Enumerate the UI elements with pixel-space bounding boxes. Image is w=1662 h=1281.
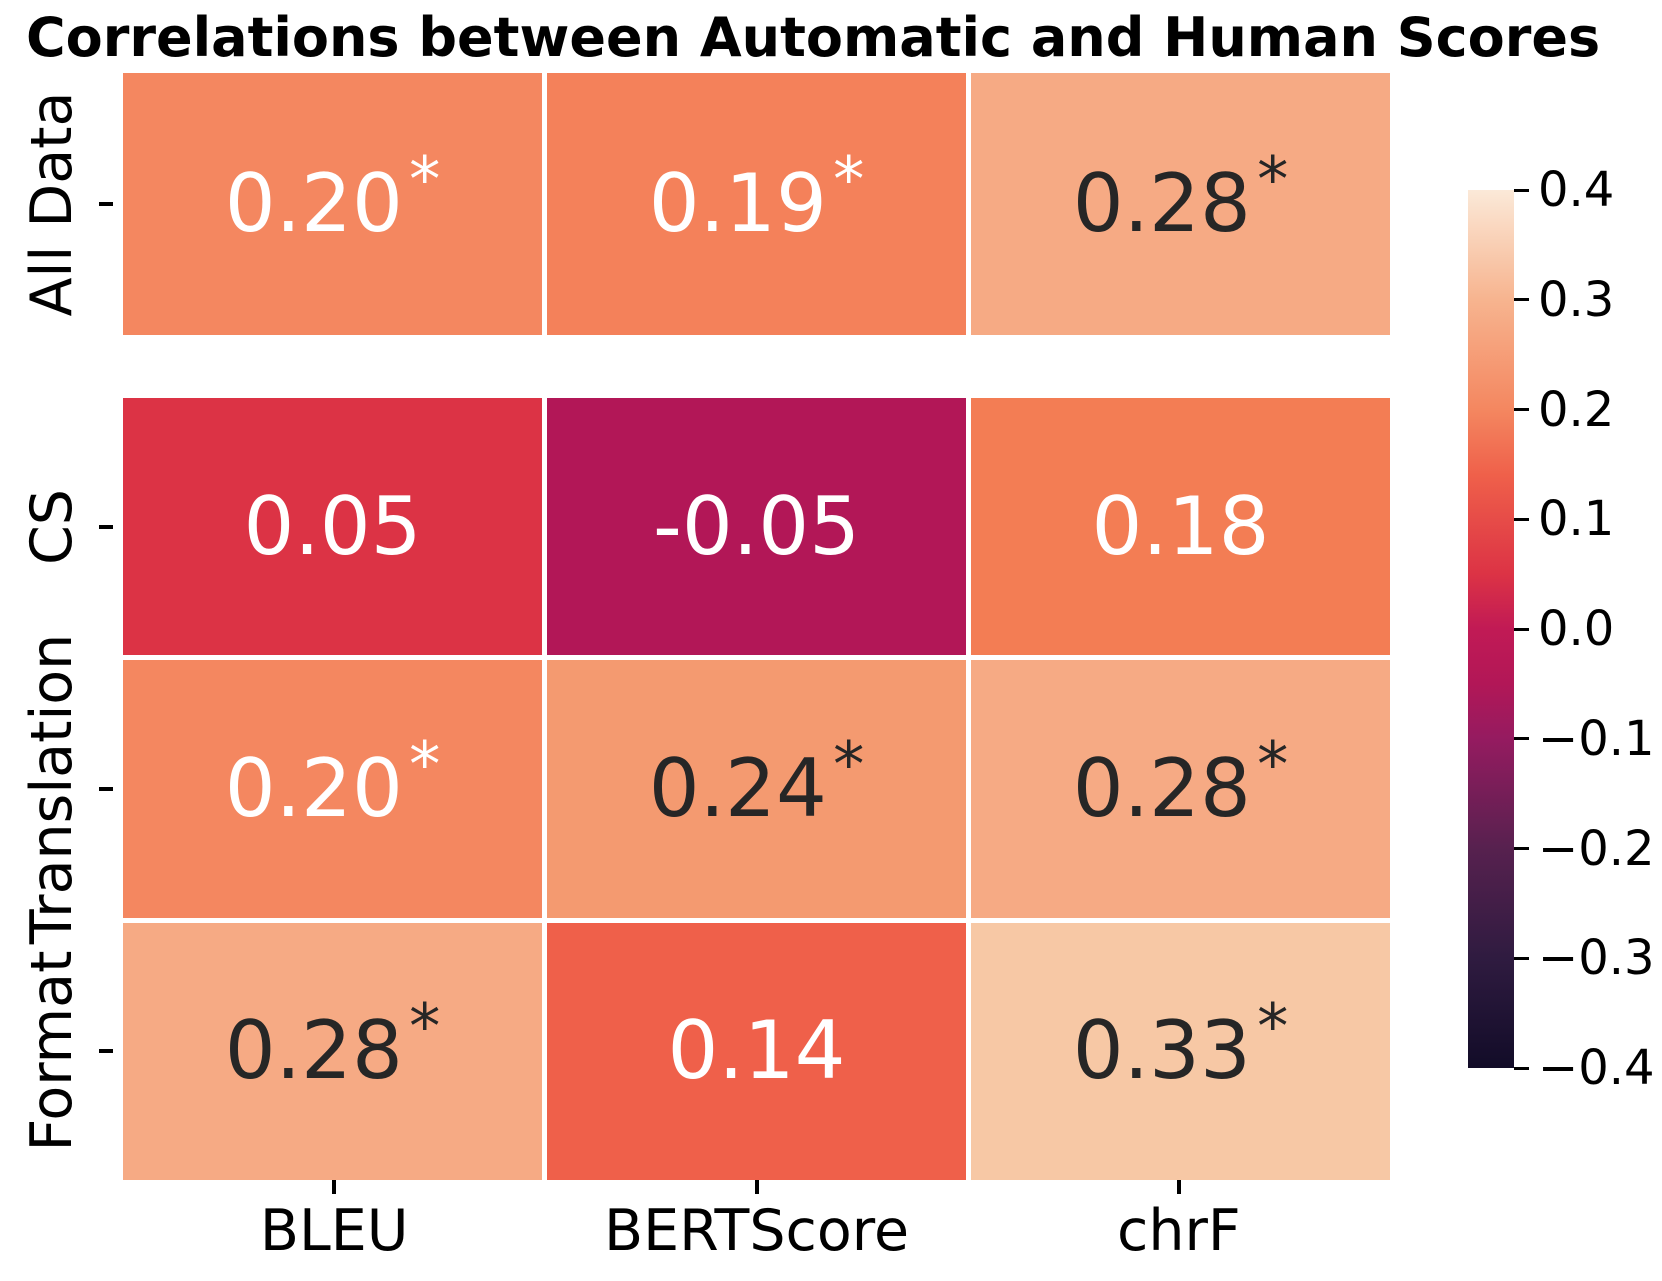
cell-value: 0.24 — [648, 741, 827, 835]
colorbar-tick — [1514, 298, 1529, 302]
cell-value: 0.18 — [1091, 479, 1270, 573]
cell-value: 0.28 — [1072, 741, 1251, 835]
colorbar-tick-label: 0.3 — [1538, 271, 1615, 328]
heatmap-cell-cs-bleu: 0.05 — [123, 398, 542, 656]
significance-star: * — [833, 728, 865, 802]
significance-star: * — [409, 728, 441, 802]
cell-value: 0.14 — [667, 1004, 846, 1098]
colorbar-tick-label: 0.0 — [1538, 601, 1615, 657]
x-tick — [754, 1180, 759, 1194]
cell-value: 0.20 — [224, 157, 403, 250]
heatmap-cell-format-bertscore: 0.14 — [547, 922, 966, 1180]
cell-value: 0.19 — [648, 157, 827, 250]
x-axis-label-bertscore: BERTScore — [603, 1198, 910, 1264]
heatmap-cell-format-bleu: 0.28 * — [123, 922, 542, 1180]
cell-value: 0.33 — [1072, 1004, 1251, 1098]
colorbar-tick-label: −0.3 — [1538, 930, 1655, 987]
heatmap-cell-translation-bertscore: 0.24 * — [547, 660, 966, 918]
heatmap-cell-all-data-bleu: 0.20 * — [123, 73, 542, 335]
heatmap-group-categories: 0.05 -0.05 0.18 0.20 * 0.24 * 0.28 * 0.28 * 0.14 0.3… — [123, 398, 1390, 1180]
significance-star: * — [1257, 990, 1289, 1064]
y-tick — [99, 202, 113, 206]
colorbar-tick-label: −0.1 — [1538, 710, 1655, 767]
colorbar-tick — [1514, 188, 1529, 192]
y-tick — [99, 787, 113, 791]
y-axis-label-cs: CS — [19, 488, 85, 565]
significance-star: * — [833, 143, 865, 217]
colorbar-tick — [1514, 517, 1529, 521]
cell-value: 0.28 — [1072, 157, 1251, 250]
x-axis-label-bleu: BLEU — [259, 1198, 409, 1264]
significance-star: * — [409, 990, 441, 1064]
cell-value: -0.05 — [653, 479, 860, 573]
heatmap-cell-all-data-chrf: 0.28 * — [971, 73, 1390, 335]
cell-value: 0.28 — [224, 1004, 403, 1098]
colorbar-gradient — [1468, 190, 1514, 1068]
heatmap-cell-all-data-bertscore: 0.19 * — [547, 73, 966, 335]
heatmap-cell-cs-chrf: 0.18 — [971, 398, 1390, 656]
y-tick — [99, 1049, 113, 1054]
x-tick — [332, 1180, 337, 1194]
colorbar-tick-label: 0.4 — [1538, 162, 1615, 218]
x-axis-label-chrf: chrF — [1116, 1198, 1241, 1264]
y-axis-label-all-data: All Data — [19, 91, 85, 317]
colorbar-tick-label: 0.2 — [1538, 381, 1615, 438]
x-tick — [1176, 1180, 1181, 1194]
heatmap-group-overall: 0.20 * 0.19 * 0.28 * — [123, 73, 1390, 335]
y-axis-label-format: Format — [19, 950, 85, 1152]
significance-star: * — [1257, 728, 1289, 802]
significance-star: * — [1257, 143, 1289, 217]
y-axis-label-translation: Translation — [19, 633, 85, 945]
significance-star: * — [409, 143, 441, 217]
colorbar-tick — [1514, 627, 1529, 631]
colorbar-tick — [1514, 1066, 1529, 1070]
cell-value: 0.05 — [243, 479, 422, 573]
colorbar-tick-label: 0.1 — [1538, 491, 1615, 548]
heatmap-cell-translation-chrf: 0.28 * — [971, 660, 1390, 918]
chart-title: Correlations between Automatic and Human… — [26, 6, 1601, 69]
colorbar-tick — [1514, 737, 1529, 741]
colorbar-tick — [1514, 956, 1529, 960]
heatmap-cell-translation-bleu: 0.20 * — [123, 660, 542, 918]
colorbar-tick — [1514, 408, 1529, 411]
colorbar-tick-label: −0.4 — [1538, 1040, 1655, 1096]
colorbar-tick — [1514, 847, 1529, 850]
y-tick — [99, 524, 113, 529]
colorbar-tick-label: −0.2 — [1538, 820, 1655, 877]
heatmap-cell-cs-bertscore: -0.05 — [547, 398, 966, 656]
heatmap-cell-format-chrf: 0.33 * — [971, 922, 1390, 1180]
cell-value: 0.20 — [224, 741, 403, 835]
